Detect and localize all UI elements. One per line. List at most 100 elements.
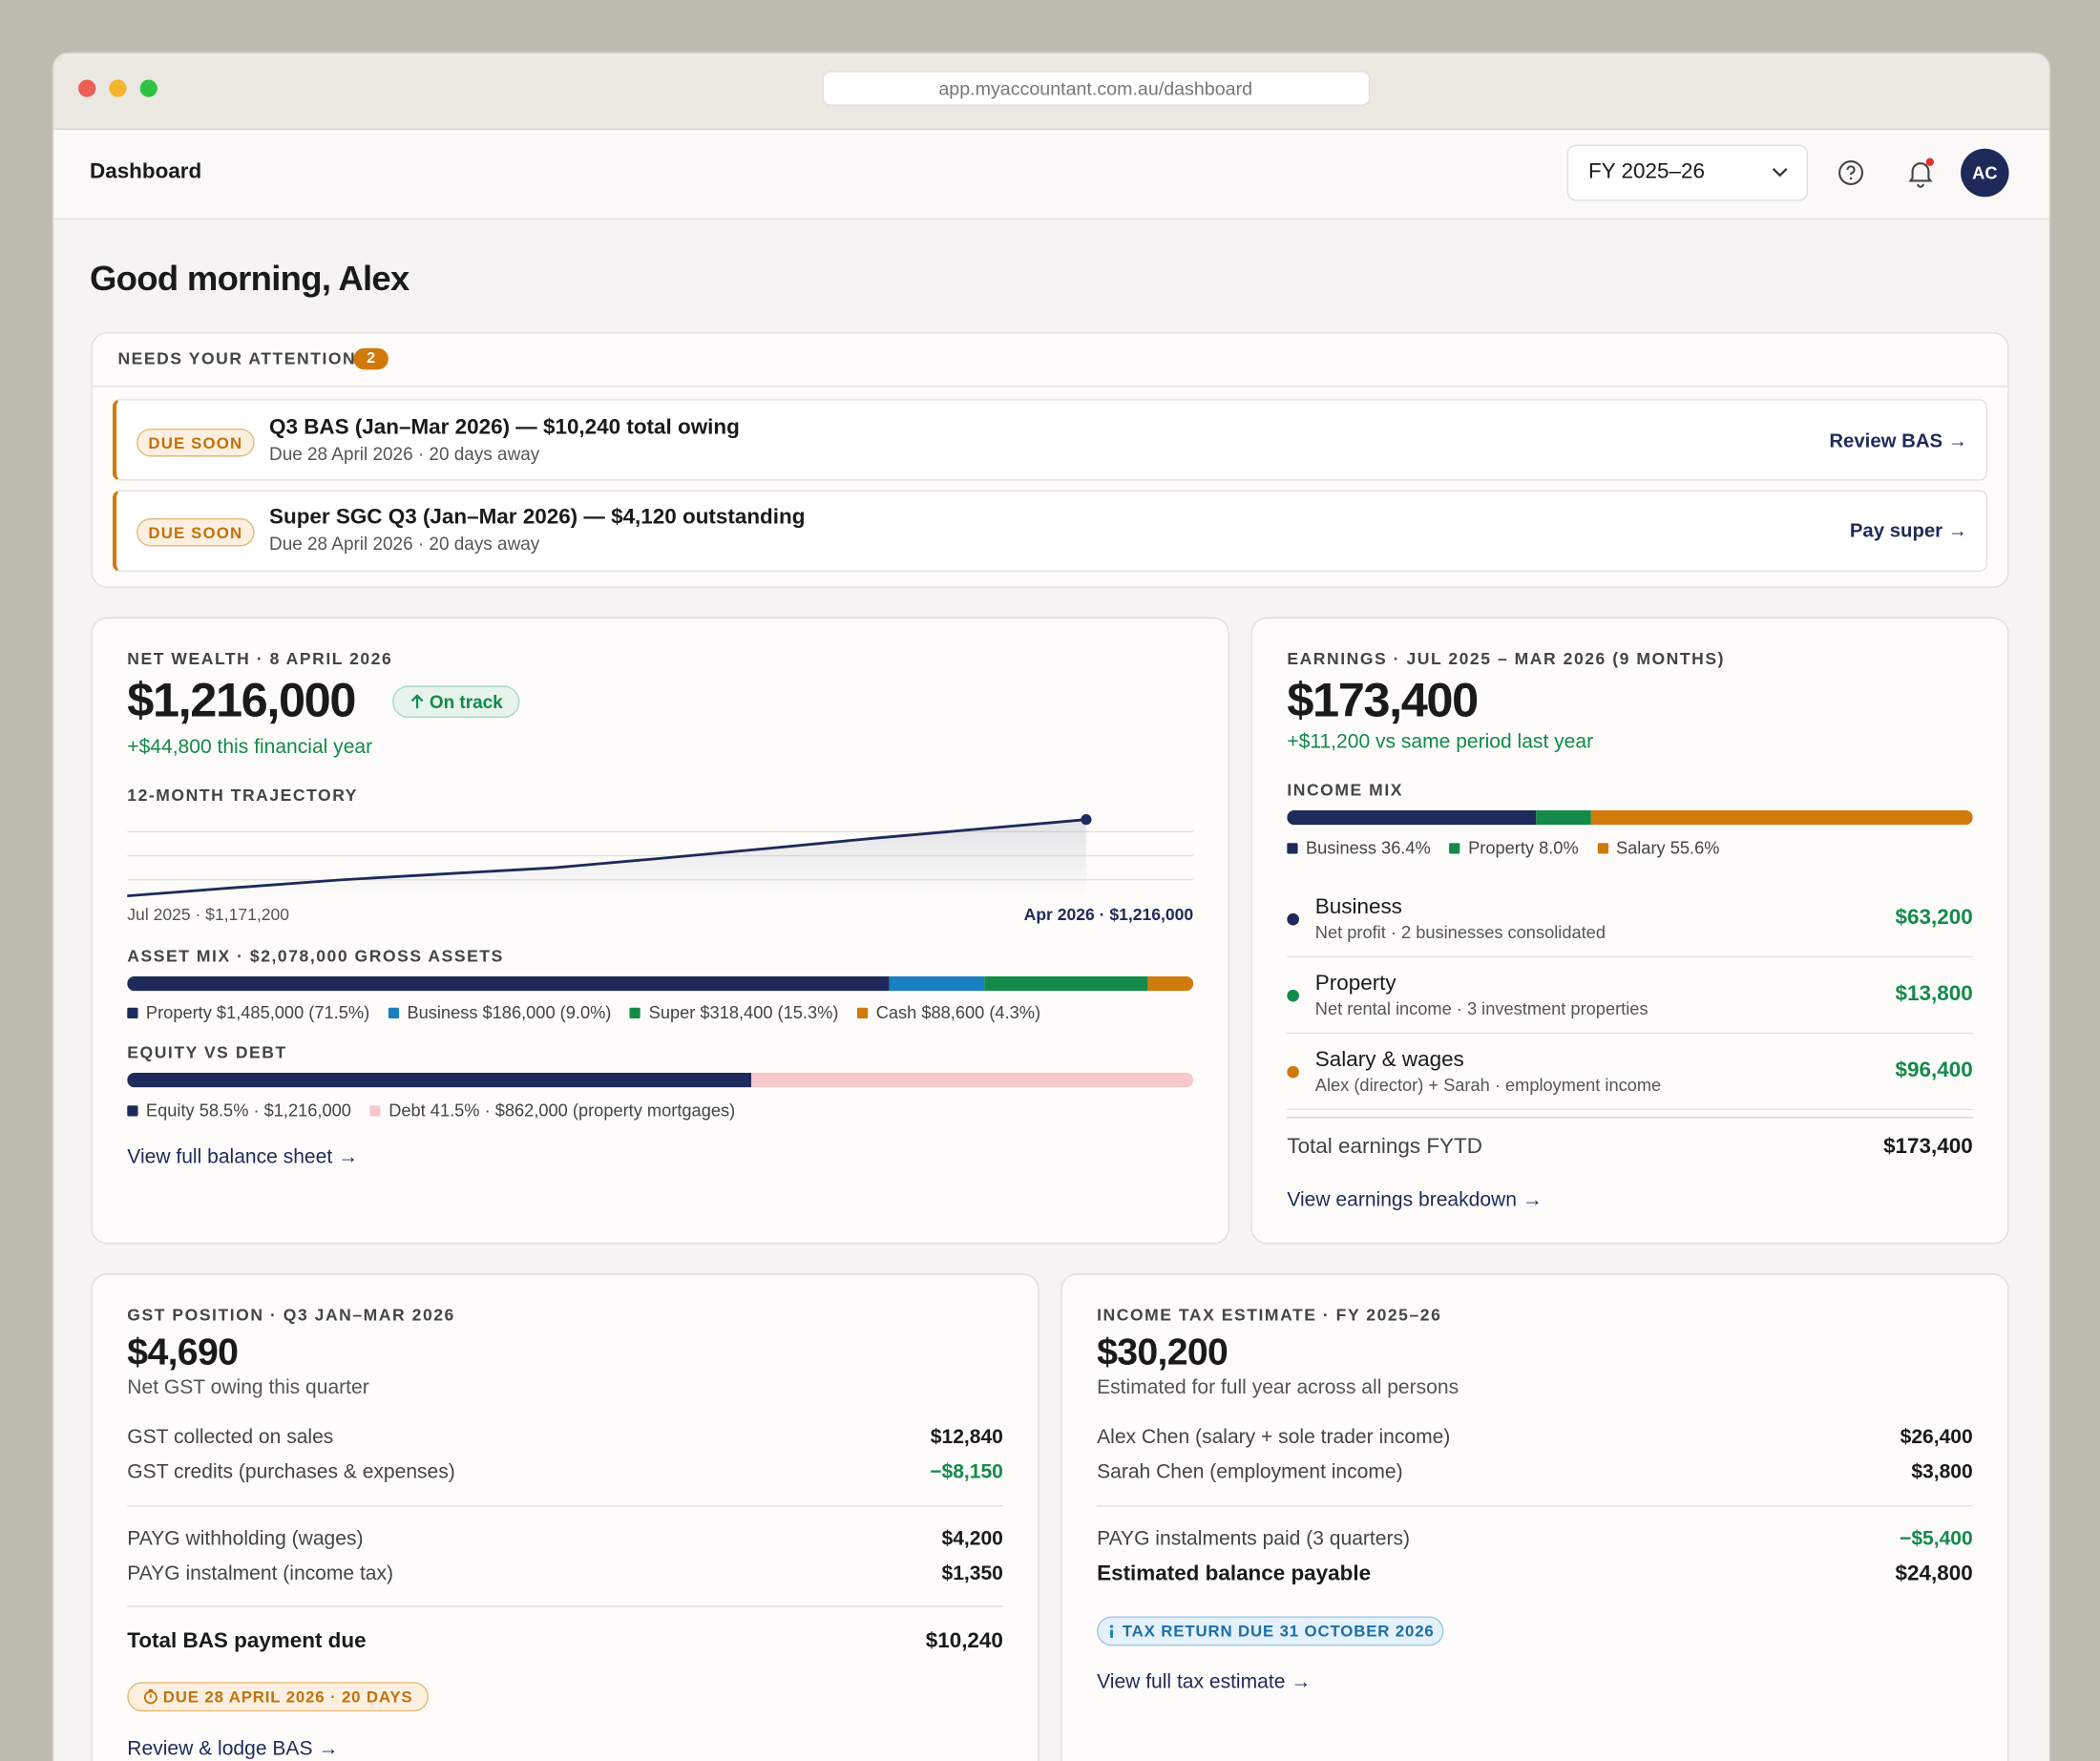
link[interactable]: Review & lodge BAS → (127, 1737, 339, 1761)
legend-label: Business 36.4% (1305, 837, 1431, 858)
total-label: Total BAS payment due (127, 1629, 367, 1653)
headline-value: $1,216,000 (127, 672, 356, 727)
attention-divider (92, 386, 2008, 388)
row-subtitle: Net rental income · 3 investment propert… (1314, 997, 1648, 1019)
help-icon[interactable] (1837, 158, 1866, 188)
total-amount: $173,400 (1883, 1135, 1973, 1159)
legend-label: Property $1,485,000 (71.5%) (145, 1002, 370, 1023)
legend-swatch (127, 1007, 138, 1018)
stacked-bar (127, 1072, 1194, 1088)
sub-heading: INCOME MIX (1287, 780, 1403, 800)
net-wealth-card (91, 617, 1230, 1245)
legend-label: Super $318,400 (15.3%) (648, 1002, 839, 1023)
row-amount: −$5,400 (1900, 1527, 1973, 1551)
fy-label[interactable]: FY 2025–26 (1588, 160, 1705, 184)
change-text: +$44,800 this financial year (127, 735, 373, 759)
row-label: GST collected on sales (127, 1425, 334, 1449)
legend-item: Business 36.4% (1287, 837, 1431, 858)
total-amount: $10,240 (925, 1629, 1003, 1653)
item-title: Q3 BAS (Jan–Mar 2026) — $10,240 total ow… (269, 416, 740, 440)
legend-label: Business $186,000 (9.0%) (407, 1002, 612, 1023)
url-bar[interactable] (822, 71, 1371, 106)
card-label: EARNINGS · JUL 2025 – MAR 2026 (9 MONTHS… (1287, 649, 1725, 669)
item-title: Super SGC Q3 (Jan–Mar 2026) — $4,120 out… (269, 506, 806, 530)
legend-item: Business $186,000 (9.0%) (388, 1002, 612, 1023)
legend: Property $1,485,000 (71.5%) Business $186… (127, 1002, 1040, 1022)
minimize-dot[interactable] (109, 79, 127, 97)
legend: Equity 58.5% · $1,216,000 Debt 41.5% · $8… (127, 1101, 735, 1121)
row-amount: $3,800 (1911, 1460, 1973, 1483)
attention-item (112, 490, 1988, 573)
url-text: app.myaccountant.com.au/dashboard (938, 77, 1253, 99)
legend-swatch (857, 1007, 869, 1018)
deadline-label: TAX RETURN DUE 31 OCTOBER 2026 (1122, 1622, 1435, 1641)
section-title: NEEDS YOUR ATTENTION (117, 349, 357, 368)
bar-segment (1287, 809, 1537, 826)
headline-value: $30,200 (1097, 1331, 1228, 1373)
notifications-icon[interactable] (1904, 157, 1937, 189)
row-amount: −$8,150 (930, 1460, 1003, 1483)
link[interactable]: View full tax estimate → (1097, 1670, 1312, 1694)
item-subtitle: Due 28 April 2026 · 20 days away (269, 534, 540, 555)
earnings-card (1250, 617, 2009, 1245)
legend-item: Cash $88,600 (4.3%) (857, 1002, 1040, 1022)
fy-select[interactable] (1566, 144, 1809, 201)
page-title: Dashboard (90, 160, 202, 184)
status-label: On track (429, 691, 503, 712)
legend-swatch (388, 1007, 400, 1018)
legend-item: Property $1,485,000 (71.5%) (127, 1002, 369, 1022)
status-badge: DUE SOON (136, 517, 255, 547)
row-divider (1287, 1117, 1973, 1119)
item-action[interactable]: Pay super → (1849, 520, 1968, 543)
bar-segment (984, 975, 1148, 992)
change-text: +$11,200 vs same period last year (1287, 730, 1594, 754)
row-label: GST credits (purchases & expenses) (127, 1460, 455, 1483)
row-name: Property (1314, 972, 1396, 996)
row-divider (1287, 1108, 1973, 1111)
zoom-dot[interactable] (139, 79, 158, 97)
deadline-label: DUE 28 APRIL 2026 · 20 DAYS (162, 1687, 413, 1707)
greeting: Good morning, Alex (90, 258, 410, 299)
status-pill: On track (392, 685, 520, 719)
close-dot[interactable] (78, 79, 96, 97)
count-badge: 2 (353, 347, 388, 370)
legend-item: Super $318,400 (15.3%) (630, 1002, 838, 1022)
axis-label: Jul 2025 · $1,171,200 (127, 905, 289, 925)
item-action[interactable]: Review BAS → (1829, 430, 1968, 453)
trajectory-area (127, 819, 1086, 898)
row-divider (1287, 955, 1973, 958)
clock-icon (143, 1688, 158, 1705)
card-label: INCOME TAX ESTIMATE · FY 2025–26 (1097, 1305, 1442, 1325)
legend-swatch (1287, 842, 1298, 853)
bar-segment (1147, 975, 1194, 992)
row-dot (1287, 912, 1299, 925)
deadline-badge: TAX RETURN DUE 31 OCTOBER 2026 (1097, 1616, 1444, 1646)
legend-item: Property 8.0% (1449, 838, 1579, 858)
legend: Business 36.4% Property 8.0% Salary 55.6% (1287, 838, 1719, 858)
row-divider (1287, 1032, 1973, 1035)
bar-segment (127, 975, 890, 992)
headline-value: $173,400 (1287, 672, 1479, 727)
legend-item: Salary 55.6% (1597, 838, 1719, 858)
legend-swatch (127, 1104, 138, 1116)
row-label: PAYG instalments paid (3 quarters) (1097, 1527, 1411, 1551)
row-amount: $1,350 (941, 1562, 1003, 1585)
link[interactable]: View earnings breakdown → (1287, 1188, 1543, 1212)
deadline-badge: DUE 28 APRIL 2026 · 20 DAYS (127, 1682, 429, 1712)
total-label: Estimated balance payable (1097, 1562, 1372, 1586)
tax-card (1060, 1273, 2009, 1761)
row-amount: $63,200 (1895, 906, 1973, 930)
stacked-bar (127, 975, 1194, 992)
row-amount: $96,400 (1895, 1059, 1973, 1082)
bar-segment (127, 1072, 751, 1088)
avatar[interactable] (1961, 148, 2009, 198)
card-subtitle: Net GST owing this quarter (127, 1375, 369, 1399)
row-dot (1287, 1065, 1299, 1078)
legend-label: Cash $88,600 (4.3%) (875, 1002, 1041, 1023)
link[interactable]: View full balance sheet → (127, 1145, 359, 1169)
bar-segment (1591, 809, 1973, 826)
row-amount: $4,200 (941, 1527, 1003, 1551)
row-amount: $12,840 (930, 1425, 1003, 1449)
